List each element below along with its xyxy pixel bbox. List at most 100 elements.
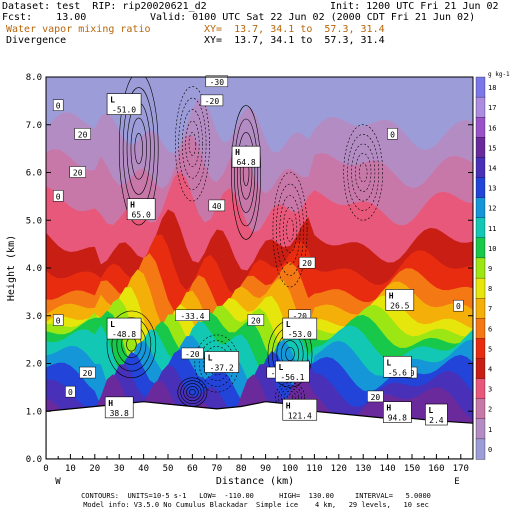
contour-line: [236, 132, 256, 213]
colorbar-swatch: [475, 237, 486, 259]
x-tick-label: 60: [187, 464, 198, 474]
x-tick-label: 100: [282, 464, 298, 474]
dataset-label: Dataset: test RIP: rip20020621_d2: [2, 1, 207, 12]
contour-value-label: 20: [298, 256, 316, 269]
contour-label-text: 0: [56, 102, 61, 111]
contour-value-label: 20: [69, 166, 86, 178]
contour-label-box: [208, 199, 226, 212]
colorbar-swatch: [475, 398, 486, 420]
extremum-annotation: L-51.0: [106, 93, 142, 115]
valid-label: Valid: 0100 UTC Sat 22 Jun 02 (2000 CDT …: [150, 12, 476, 23]
contour-label-text: -20: [185, 350, 200, 359]
forecast-label: Fcst: 13.00: [2, 12, 87, 23]
contour-value-label: 0: [65, 385, 76, 398]
colorbar-label: 6: [488, 325, 492, 333]
x-tick-label: 50: [163, 464, 174, 474]
contour-line: [285, 346, 295, 361]
contour-line: [185, 120, 200, 168]
contour-label-box: [367, 390, 384, 403]
contour-label-box: [247, 314, 265, 326]
extremum-type: H: [386, 404, 391, 413]
contour-line: [106, 310, 157, 379]
y-axis: 0.0 1.0 2.0 3.0 4.0 5.0 6.0 7.0 8.0: [26, 73, 473, 465]
contour-line: [351, 143, 376, 202]
x-tick-label: 120: [331, 464, 347, 474]
contour-label-box: [52, 190, 64, 202]
x-tick-label: 0: [43, 464, 48, 474]
colorbar-swatch: [475, 378, 486, 400]
colorbar-label: 15: [488, 144, 496, 152]
extremum-box: [204, 351, 239, 373]
extremum-annotation: L-37.2: [204, 351, 239, 373]
contour-label-box: [298, 256, 316, 269]
contour-label-box: [205, 75, 229, 88]
colorbar-label: 1: [488, 426, 492, 434]
extremum-box: [425, 403, 448, 426]
colorbar-swatch: [475, 358, 486, 380]
x-tick-label: 30: [114, 464, 125, 474]
contour-label-text: 0: [56, 317, 61, 326]
colorbar-swatch: [475, 217, 486, 239]
colorbar-swatch: [475, 96, 486, 118]
x-axis: 0 10 20 30 40 50 60 70 80 90 100 110 120 130 140 150 160…: [43, 454, 469, 474]
colorbar-label: 11: [488, 225, 496, 233]
contour-label-box: [52, 314, 64, 326]
extremum-value: -51.0: [112, 106, 136, 115]
contour-label-text: 0: [56, 192, 61, 201]
colorbar-label: 9: [488, 265, 492, 273]
x-tick-label: 130: [355, 464, 371, 474]
extremum-type: L: [286, 320, 291, 329]
extremum-value: 2.4: [429, 416, 444, 425]
extremum-annotation: L-53.0: [282, 317, 318, 340]
contour-value-label: -20: [200, 94, 224, 107]
contour-label-text: -30: [210, 78, 225, 87]
extremum-value: 94.8: [388, 414, 407, 423]
x-tick-label: 80: [236, 464, 247, 474]
extremum-type: H: [235, 148, 240, 157]
colorbar-label: 5: [488, 345, 492, 353]
contour-value-label: 0: [52, 314, 64, 326]
y-tick-label: 5.0: [26, 216, 42, 226]
contour-line: [174, 86, 210, 202]
x-tick-label: 150: [404, 464, 420, 474]
colorbar-swatch: [475, 318, 486, 340]
extremum-value: -48.8: [112, 330, 136, 339]
extremum-value: -53.0: [288, 330, 312, 339]
contour-line: [234, 118, 259, 227]
field1-xy-label: XY= 13.7, 34.1 to 57.3, 31.4: [204, 24, 385, 35]
extremum-type: L: [278, 363, 283, 372]
contour-label-text: 20: [83, 369, 93, 378]
contour-line: [347, 134, 380, 212]
extremum-annotation: H65.0: [126, 198, 156, 220]
extremum-type: H: [130, 201, 135, 210]
colorbar-label: 12: [488, 205, 496, 213]
contour-label-text: -20: [205, 97, 220, 106]
contour-value-label: 20: [247, 314, 265, 326]
colorbar-swatch: [475, 338, 486, 360]
colorbar-swatch: [475, 418, 486, 440]
contour-value-label: 0: [52, 99, 64, 111]
extremum-value: 65.0: [132, 211, 151, 220]
extremum-box: [275, 360, 310, 383]
y-axis-title: Height (km): [6, 235, 17, 301]
contour-value-label: 20: [367, 390, 384, 403]
contour-line: [279, 195, 301, 265]
extremum-type: L: [110, 320, 115, 329]
y-tick-label: 4.0: [26, 264, 42, 274]
extremum-annotation: H26.5: [385, 289, 415, 311]
extremum-box: [106, 93, 142, 115]
contour-label-box: [69, 166, 86, 178]
model-info: Model info: V3.5.0 No Cumulus Blackadar …: [83, 501, 429, 509]
extremum-type: H: [286, 401, 291, 410]
y-tick-label: 7.0: [26, 121, 42, 131]
contour-label-text: 20: [302, 259, 312, 268]
west-label: W: [55, 477, 61, 487]
extremum-value: -5.6: [388, 368, 407, 377]
extremum-type: H: [108, 399, 113, 408]
colorbar-swatch: [475, 177, 486, 199]
colorbar-swatch: [475, 157, 486, 179]
y-tick-label: 0.0: [26, 455, 42, 465]
contour-label-text: 0: [390, 130, 395, 139]
x-tick-label: 110: [306, 464, 322, 474]
